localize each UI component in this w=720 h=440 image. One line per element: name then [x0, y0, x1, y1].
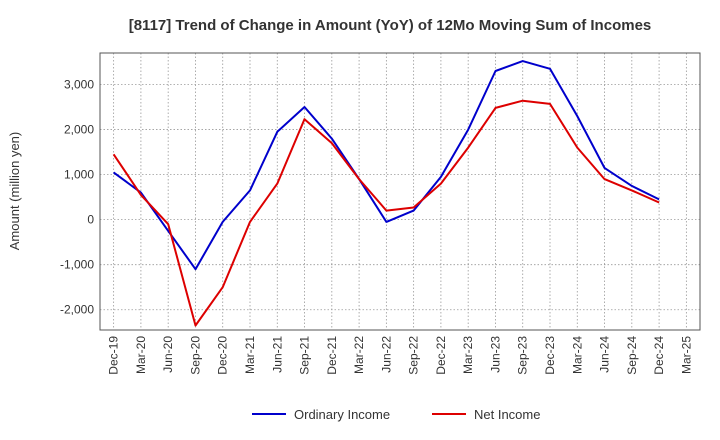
x-tick-label: Jun-24 — [598, 336, 612, 373]
y-tick-label: 2,000 — [64, 123, 94, 137]
y-tick-label: -2,000 — [60, 303, 94, 317]
x-tick-label: Jun-20 — [161, 336, 175, 373]
y-tick-label: -1,000 — [60, 258, 94, 272]
gridlines — [100, 53, 700, 330]
plot-area — [100, 53, 700, 330]
x-tick-label: Sep-22 — [407, 336, 421, 375]
y-tick-label: 0 — [87, 213, 94, 227]
x-axis-ticks: Dec-19 Mar-20 Jun-20 Sep-20 Dec-20 Mar-21 Jun-… — [107, 336, 694, 375]
series-line-2 — [112, 99, 660, 327]
y-tick-label: 3,000 — [64, 78, 94, 92]
plot-frame — [99, 52, 701, 331]
x-tick-label: Dec-19 — [107, 336, 121, 375]
y-tick-label: 1,000 — [64, 168, 94, 182]
x-tick-label: Mar-24 — [570, 336, 584, 374]
x-tick-label: Jun-21 — [270, 336, 284, 373]
x-tick-label: Mar-23 — [461, 336, 475, 374]
x-tick-label: Dec-22 — [434, 336, 448, 375]
legend-label: Net Income — [474, 407, 540, 422]
legend-label: Ordinary Income — [294, 407, 390, 422]
x-tick-label: Mar-20 — [134, 336, 148, 374]
x-tick-label: Sep-21 — [298, 336, 312, 375]
x-tick-label: Sep-20 — [188, 336, 202, 375]
chart-title: [8117] Trend of Change in Amount (YoY) o… — [129, 17, 652, 34]
x-tick-label: Mar-22 — [352, 336, 366, 374]
x-tick-label: Jun-22 — [379, 336, 393, 373]
y-axis-ticks: -2,000 -1,000 0 1,000 2,000 3,000 — [60, 78, 94, 317]
x-tick-label: Dec-24 — [652, 336, 666, 375]
x-tick-label: Sep-23 — [516, 336, 530, 375]
y-axis-label: Amount (million yen) — [7, 132, 22, 251]
x-tick-label: Dec-23 — [543, 336, 557, 375]
x-tick-label: Dec-21 — [325, 336, 339, 375]
x-tick-label: Sep-24 — [625, 336, 639, 375]
x-tick-label: Jun-23 — [488, 336, 502, 373]
x-tick-label: Mar-21 — [243, 336, 257, 374]
x-tick-label: Mar-25 — [679, 336, 693, 374]
series-line-1 — [113, 60, 660, 271]
series-lines — [112, 60, 660, 327]
x-tick-label: Dec-20 — [216, 336, 230, 375]
legend: Ordinary Income Net Income — [252, 407, 540, 422]
